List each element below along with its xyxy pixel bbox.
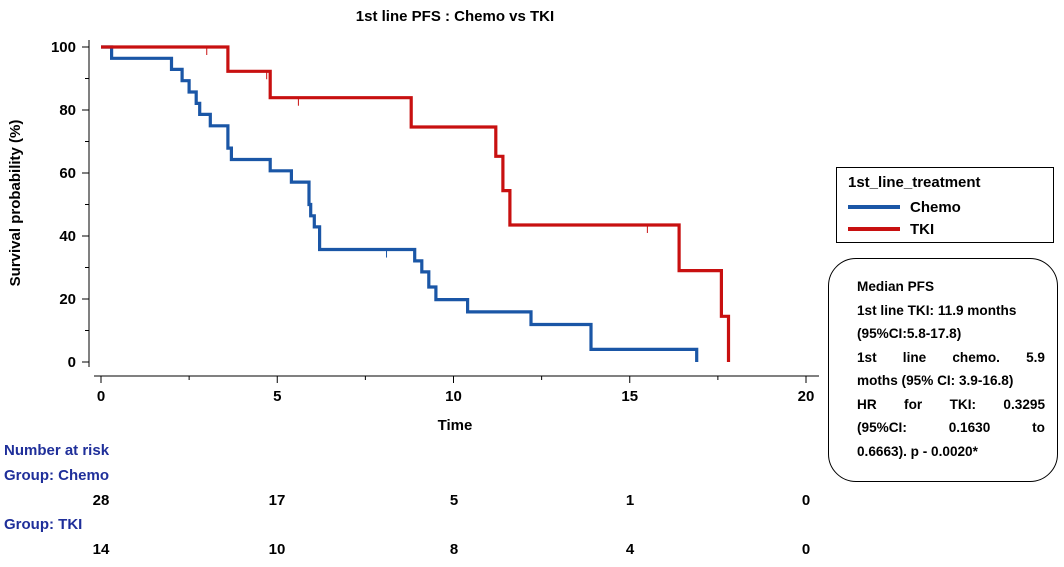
y-tick-label: 0	[68, 354, 76, 371]
x-axis-label: Time	[438, 417, 473, 434]
median-word: to	[1032, 420, 1045, 435]
median-word: 5.9	[1026, 349, 1045, 365]
median-word: chemo.	[952, 349, 1000, 365]
x-tick-label: 20	[798, 388, 815, 405]
median-line-1: 1st line TKI: 11.9 months	[857, 302, 1017, 318]
x-tick-label: 10	[445, 388, 462, 405]
median-word: 1st	[857, 349, 877, 365]
risk-count-tki: 4	[625, 541, 635, 558]
median-word: for	[904, 396, 923, 412]
median-line-7: 0.6663). p - 0.0020*	[857, 443, 978, 459]
median-word: 0.1630	[948, 420, 991, 435]
legend-title: 1st_line_treatment	[848, 174, 981, 191]
x-tick-label: 0	[97, 388, 105, 405]
risk-count-chemo: 17	[268, 492, 286, 509]
legend-entry-tki: TKI	[848, 219, 934, 239]
legend-label-chemo: Chemo	[910, 198, 961, 216]
median-line-4: moths (95% CI: 3.9-16.8)	[857, 373, 1014, 388]
x-tick-label: 5	[273, 388, 281, 405]
median-line-2: (95%CI:5.8-17.8)	[857, 326, 962, 341]
risk-group-label-tki: Group: TKI	[4, 516, 83, 533]
legend: 1st_line_treatment Chemo TKI	[836, 167, 1054, 243]
risk-group-label-chemo: Group: Chemo	[4, 467, 109, 484]
y-tick-label: 60	[59, 165, 76, 182]
chart-title: 1st line PFS : Chemo vs TKI	[356, 8, 554, 25]
risk-count-tki: 14	[92, 541, 110, 558]
risk-count-tki: 10	[268, 541, 286, 558]
risk-count-chemo: 0	[801, 492, 811, 509]
y-tick-label: 20	[59, 291, 76, 308]
y-tick-label: 80	[59, 102, 76, 119]
y-tick-label: 100	[51, 39, 76, 56]
y-tick-label: 40	[59, 228, 76, 245]
median-line-5: HR for TKI: 0.3295	[857, 393, 1045, 417]
median-word: line	[902, 349, 927, 365]
risk-count-chemo: 5	[449, 492, 459, 509]
median-line-3: 1st line chemo. 5.9	[857, 346, 1045, 370]
median-word: TKI:	[949, 396, 977, 412]
legend-label-tki: TKI	[910, 220, 935, 238]
median-title: Median PFS	[857, 279, 935, 294]
risk-count-chemo: 1	[625, 492, 635, 509]
axes: 0 20 40 60 80 100 0 5 10 15 20	[51, 39, 819, 405]
risk-table-heading: Number at risk	[4, 442, 110, 459]
legend-swatch-chemo	[848, 205, 900, 209]
series-line-chemo	[101, 45, 699, 362]
risk-count-tki: 0	[801, 541, 811, 558]
legend-entry-chemo: Chemo	[848, 197, 961, 217]
risk-count-chemo: 28	[92, 492, 110, 509]
legend-swatch-tki	[848, 227, 900, 231]
series-line-tki	[101, 45, 731, 362]
median-word: 0.3295	[1003, 396, 1045, 412]
median-line-6: (95%CI: 0.1630 to	[857, 416, 1045, 440]
risk-count-tki: 8	[449, 541, 459, 558]
median-word: (95%CI:	[857, 420, 907, 435]
y-axis-label: Survival probability (%)	[7, 120, 24, 287]
x-tick-label: 15	[621, 388, 638, 405]
median-word: HR	[857, 396, 877, 412]
survival-curves	[101, 45, 731, 362]
median-pfs-annotation: Median PFS 1st line TKI: 11.9 months (95…	[828, 258, 1058, 482]
